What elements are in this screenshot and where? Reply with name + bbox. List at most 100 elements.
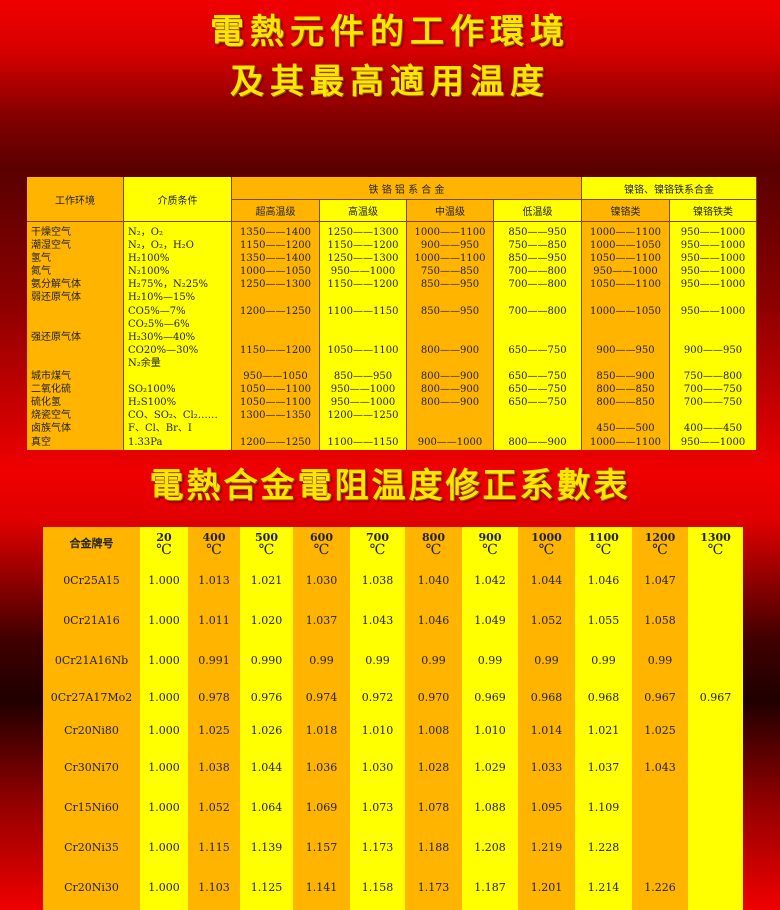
table1-cell: N₂，O₂ bbox=[128, 227, 163, 238]
header-temp: 900 ℃ bbox=[462, 527, 518, 561]
table1-cell: 950——1000 bbox=[330, 266, 396, 278]
table1-cell: 氢气 bbox=[31, 253, 51, 265]
coefficient-cell bbox=[688, 714, 743, 747]
table1-cell: 800——850 bbox=[596, 384, 655, 396]
table1-cell: 1250——1300 bbox=[240, 279, 311, 291]
coefficient-cell: 1.000 bbox=[148, 574, 180, 587]
table1-cell bbox=[320, 291, 406, 304]
header-temp: 1300 ℃ bbox=[688, 527, 743, 561]
table1-cell bbox=[320, 331, 406, 344]
temp-column-900: 900 ℃ 1.042 1.049 0.99 0.969 1.010 1.029 1.088 1.… bbox=[462, 527, 518, 910]
temp-column-1100: 1100 ℃ 1.046 1.055 0.99 0.968 1.021 1.037 1.109 1… bbox=[575, 527, 632, 910]
table1-cell bbox=[494, 422, 581, 435]
coefficient-cell bbox=[632, 787, 688, 827]
alloy-name: 0Cr27A17Mo2 bbox=[50, 690, 133, 704]
table1-cell: CO5%—7% bbox=[128, 305, 186, 317]
table1-cell bbox=[31, 305, 123, 318]
table1-cell bbox=[128, 370, 231, 383]
coefficient-cell: 1.069 bbox=[305, 800, 338, 814]
table1-cell: 950——1000 bbox=[330, 384, 396, 396]
coefficient-cell: 1.000 bbox=[148, 880, 180, 894]
table1-column-1: N₂，O₂ N₂，O₂，H₂O H₂100% N₂100% H₂75%，N₂25% H₂1… bbox=[124, 222, 232, 450]
coefficient-cell: 1.158 bbox=[361, 880, 394, 894]
table1-cell bbox=[582, 331, 669, 344]
coefficient-cell: 1.043 bbox=[361, 613, 394, 627]
coefficient-cell: 1.173 bbox=[361, 840, 394, 854]
table1-cell bbox=[31, 357, 123, 370]
coefficient-cell: 1.038 bbox=[361, 574, 394, 587]
table1-cell bbox=[320, 422, 406, 435]
celsius-unit: ℃ bbox=[313, 542, 330, 558]
celsius-unit: ℃ bbox=[258, 542, 275, 558]
header-env: 工作环境 bbox=[27, 177, 124, 222]
coefficient-cell: 1.008 bbox=[417, 724, 450, 737]
temp-column-600: 600 ℃ 1.030 1.037 0.99 0.974 1.018 1.036 1.069 1.… bbox=[293, 527, 350, 910]
table1-cell bbox=[320, 318, 406, 331]
title-line-1: 電熱元件的工作環境 bbox=[210, 12, 570, 52]
table1-cell bbox=[582, 318, 669, 331]
coefficient-cell: 1.042 bbox=[474, 574, 506, 587]
coefficient-cell: 1.018 bbox=[305, 724, 338, 737]
header-temp: 400 ℃ bbox=[188, 527, 240, 561]
coefficient-cell: 1.052 bbox=[198, 800, 230, 814]
table1-cell: 1050——1100 bbox=[240, 384, 311, 396]
table1-cell: CO₂5%—6% bbox=[128, 318, 190, 330]
table1-cell bbox=[582, 291, 669, 304]
table1-cell: 二氧化硫 bbox=[31, 384, 71, 396]
table1-cell: 氨分解气体 bbox=[31, 279, 81, 291]
table1-cell: H₂S100% bbox=[128, 397, 177, 409]
coefficient-cell: 1.047 bbox=[644, 574, 676, 587]
table1-column-0: 干燥空气 潮湿空气 氢气 氮气 氨分解气体 弱还原气体 强还原气体 城市煤气 二氧化硫 硫化氢 烧瓷… bbox=[27, 222, 124, 450]
table1-cell bbox=[232, 422, 319, 435]
table1-cell bbox=[407, 409, 493, 422]
header-temp: 1200 ℃ bbox=[632, 527, 688, 561]
table1-cell: 950——1000 bbox=[680, 227, 746, 238]
table1-cell: 弱还原气体 bbox=[31, 292, 81, 304]
header-sub-3: 低温级 bbox=[494, 200, 582, 222]
coefficient-cell: 1.011 bbox=[198, 613, 230, 627]
header-group-fecral: 铁 铬 铝 系 合 金 bbox=[232, 177, 582, 200]
table1-cell bbox=[582, 409, 669, 422]
alloy-column: 合金牌号 0Cr25A15 0Cr21A16 0Cr21A16Nb 0Cr27A17Mo… bbox=[43, 527, 140, 910]
table1-cell: 700——800 bbox=[508, 266, 567, 278]
table1-cell: CO、SO₂、Cl₂…… bbox=[128, 410, 218, 422]
coefficient-cell: 1.228 bbox=[587, 840, 620, 854]
temp-value: 1300 bbox=[700, 531, 731, 544]
temp-value: 400 bbox=[202, 531, 226, 544]
alloy-name: 0Cr21A16 bbox=[63, 613, 120, 627]
table1-column-4: 1000——1100 900——950 1000——1100 750——850 850—… bbox=[407, 222, 494, 450]
table1-column-5: 850——950 750——850 850——950 700——800 700——800… bbox=[494, 222, 582, 450]
table1-cell: 烧瓷空气 bbox=[31, 410, 71, 422]
coefficient-cell bbox=[688, 827, 743, 867]
coefficient-cell bbox=[688, 600, 743, 640]
coefficient-cell: 1.040 bbox=[417, 574, 450, 587]
table1-cell: H₂10%—15% bbox=[128, 292, 196, 304]
table1-cell: 850——950 bbox=[508, 253, 567, 265]
table1-cell: N₂余量 bbox=[128, 357, 161, 369]
table1-cell: 1050——1100 bbox=[240, 397, 311, 409]
table1-cell: 700——750 bbox=[683, 397, 743, 409]
header-sub-5: 镍铬铁类 bbox=[670, 200, 757, 222]
table1-cell: N₂100% bbox=[128, 266, 170, 278]
table1-cell bbox=[494, 357, 581, 370]
coefficient-cell: 1.028 bbox=[417, 760, 450, 774]
temp-value: 700 bbox=[366, 531, 389, 544]
table1-cell: H₂100% bbox=[128, 253, 170, 265]
table1-cell: 1250——1300 bbox=[327, 253, 399, 265]
coefficient-cell: 1.173 bbox=[417, 880, 450, 894]
coefficient-cell bbox=[632, 827, 688, 867]
table1-cell: 1000——1050 bbox=[590, 305, 661, 317]
table1-cell: 850——950 bbox=[333, 371, 393, 383]
coefficient-cell: 1.046 bbox=[417, 613, 450, 627]
celsius-unit: ℃ bbox=[206, 542, 222, 558]
table1-cell bbox=[232, 331, 319, 344]
coefficient-cell: 0.99 bbox=[421, 653, 446, 667]
table1-cell: 1050——1100 bbox=[590, 279, 661, 291]
celsius-unit: ℃ bbox=[156, 542, 172, 558]
table1-cell: 650——750 bbox=[508, 397, 567, 409]
coefficient-cell: 1.214 bbox=[587, 880, 620, 894]
table1-cell: 潮湿空气 bbox=[31, 240, 71, 252]
coefficient-cell: 1.021 bbox=[250, 574, 283, 587]
table1-cell: 1350——1400 bbox=[240, 227, 311, 238]
coefficient-cell: 0.978 bbox=[198, 690, 230, 704]
